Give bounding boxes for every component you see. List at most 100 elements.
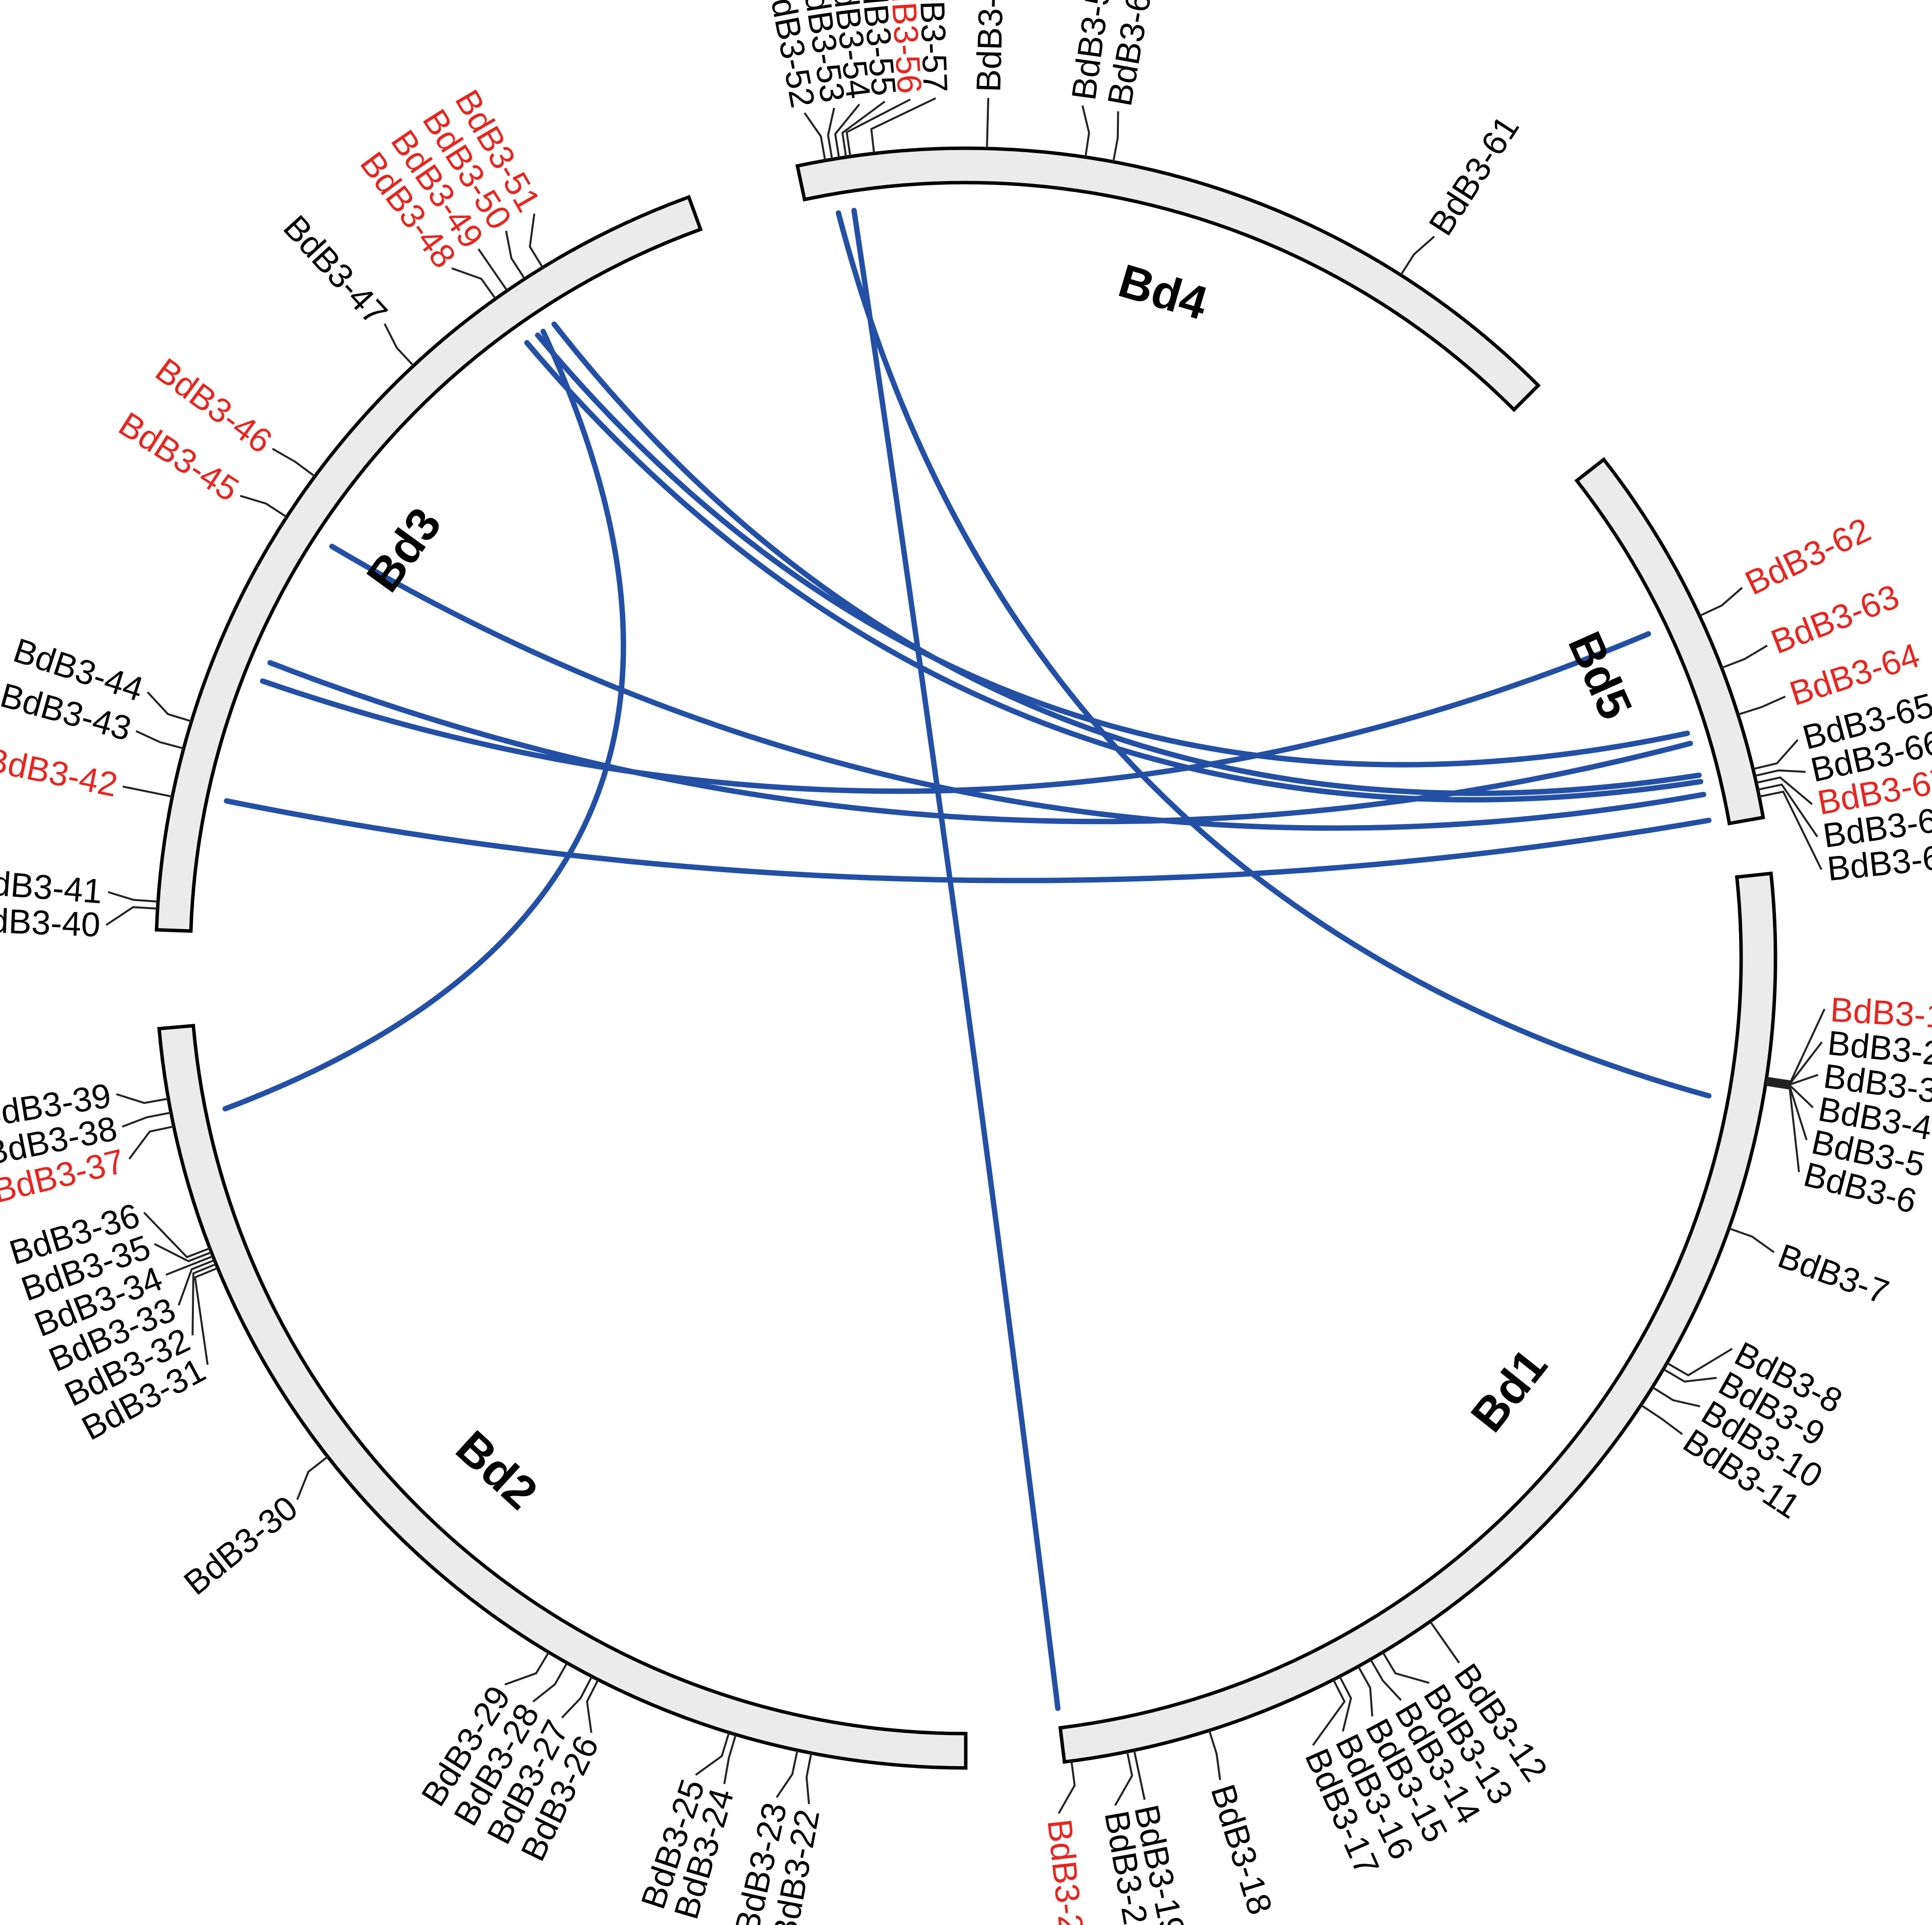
gene-tick [695, 1732, 730, 1776]
synteny-link [535, 332, 1690, 768]
gene-tick [154, 1243, 212, 1262]
gene-tick [1652, 1386, 1700, 1408]
gene-tick [383, 323, 415, 367]
gene-label: BdB3-1 [1829, 990, 1932, 1036]
gene-tick [116, 1093, 169, 1104]
gene-tick [775, 1750, 798, 1798]
gene-tick [191, 1263, 217, 1336]
gene-tick [1699, 587, 1743, 617]
gene-tick [1754, 769, 1806, 777]
gene-tick [178, 1259, 215, 1306]
synteny-links [222, 208, 1712, 1711]
gene-tick [1738, 695, 1786, 716]
gene-tick [1766, 1009, 1826, 1083]
gene-label: BdB3-57 [912, 0, 954, 93]
gene-label: BdB3-21 [1040, 1817, 1093, 1925]
gene-tick [834, 104, 860, 159]
gene-tick [122, 1111, 171, 1128]
gene-tick [107, 891, 159, 903]
gene-tick [846, 98, 911, 157]
gene-tick [296, 1456, 329, 1500]
gene-tick [1400, 236, 1435, 276]
gene-tick [723, 1734, 737, 1784]
gene-tick [586, 1679, 599, 1733]
gene-tick [1112, 111, 1119, 162]
gene-label: BdB3-18 [1204, 1780, 1280, 1919]
gene-tick [841, 101, 886, 158]
chromosome-label-bd1: Bd1 [1461, 1339, 1558, 1442]
gene-tick [1765, 1084, 1800, 1173]
gene-tick [128, 1125, 174, 1160]
synteny-link [551, 321, 1702, 796]
gene-tick [122, 785, 173, 798]
gene-tick [1756, 776, 1813, 805]
gene-label: BdB3-7 [1773, 1236, 1894, 1311]
gene-tick [451, 267, 497, 299]
gene-tick [803, 112, 826, 161]
gene-tick [1757, 783, 1819, 838]
synteny-link [836, 210, 1712, 1099]
gene-tick [147, 691, 192, 722]
gene-tick [870, 97, 936, 154]
gene-tick [106, 906, 158, 926]
gene-tick [505, 230, 526, 280]
gene-tick [532, 1662, 568, 1703]
chromosome-arc-bd1 [1058, 871, 1777, 1764]
synteny-link [329, 543, 1706, 831]
gene-tick [1765, 1082, 1808, 1141]
gene-tick [239, 495, 288, 518]
chromosome-arc-bd4 [795, 146, 1541, 412]
gene-label: BdB3-62 [1739, 510, 1876, 603]
gene-tick [272, 448, 316, 478]
chromosome-arc-bd2 [157, 1023, 968, 1770]
gene-tick [135, 730, 184, 749]
gene-label: BdB3-56 [882, 0, 929, 95]
chromosome-label-bd2: Bd2 [446, 1421, 547, 1520]
gene-tick [477, 248, 508, 292]
gene-tick [1663, 1368, 1717, 1383]
gene-tick [1114, 1751, 1134, 1806]
gene-tick [1766, 1081, 1814, 1108]
gene-label: BdB3-40 [0, 901, 101, 944]
gene-tick [1759, 790, 1823, 870]
gene-tick [1339, 1676, 1352, 1732]
gene-tick [1208, 1730, 1221, 1780]
gene-label: BdB3-30 [177, 1488, 305, 1602]
gene-tick [1312, 1679, 1346, 1746]
gene-tick [561, 1676, 593, 1719]
gene-tick [1640, 1404, 1683, 1435]
synteny-link [851, 208, 1061, 1711]
gene-tick [1766, 1074, 1819, 1086]
gene-tick [1357, 1666, 1374, 1717]
gene-tick [194, 1267, 218, 1365]
gene-tick [1666, 1348, 1733, 1377]
gene-tick [1081, 105, 1090, 158]
gene-tick [1133, 1750, 1146, 1800]
gene-tick [805, 1753, 813, 1804]
gene-tick [1766, 1041, 1823, 1084]
gene-tick [1429, 1621, 1460, 1664]
gene-tick [1721, 644, 1768, 669]
chromosome-arcs [155, 146, 1777, 1770]
gene-label: BdB3-61 [1422, 109, 1527, 242]
gene-tick [165, 1255, 213, 1276]
gene-tick [529, 214, 544, 268]
gene-label: BdB3-41 [0, 862, 104, 911]
chromosome-label-bd3: Bd3 [357, 498, 451, 601]
gene-tick [504, 1652, 550, 1685]
synteny-link [260, 631, 1651, 794]
gene-ticks [106, 97, 1826, 1814]
chromosome-arc-bd3 [155, 195, 703, 933]
gene-tick [1382, 1652, 1430, 1684]
gene-tick [1370, 1658, 1402, 1701]
gene-label: BdB3-42 [0, 740, 121, 804]
gene-tick [1728, 1227, 1775, 1254]
gene-tick [1752, 739, 1799, 770]
chromosome-label-bd4: Bd4 [1113, 254, 1213, 330]
synteny-link [524, 340, 1703, 802]
synteny-link [222, 328, 626, 1112]
chromosome-arc-bd5 [1574, 457, 1765, 826]
gene-tick [986, 98, 989, 149]
